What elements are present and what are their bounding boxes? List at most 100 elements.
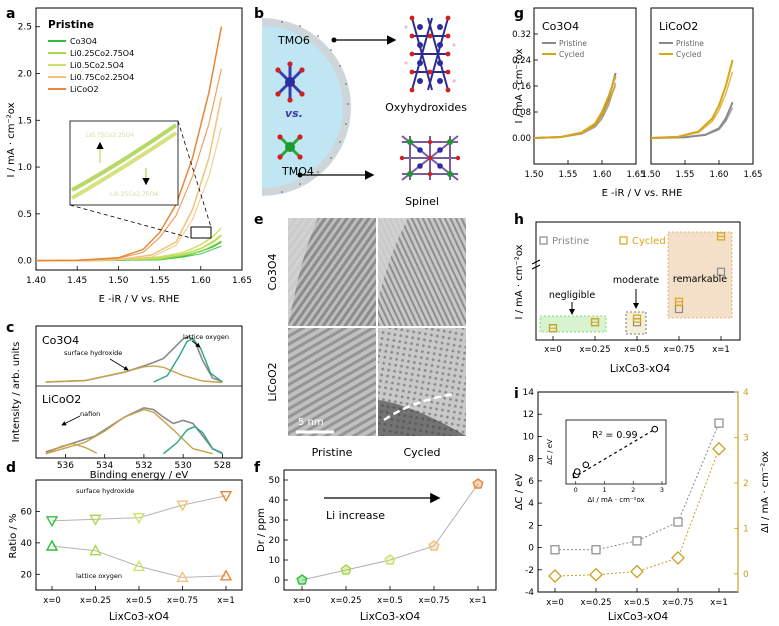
panel-d-xtick-label: x=0 [43, 596, 61, 606]
panel-b-tmo6-icon [275, 61, 305, 103]
panel-h-xtick-label: x=0.25 [579, 345, 610, 355]
panel-c-LiCoO2-envelope [45, 406, 223, 454]
panel-d-xtick-label: x=0.25 [80, 596, 111, 606]
panel-b-oxyhydroxide-structure [404, 15, 456, 93]
panel-b-particle-core [262, 26, 343, 188]
panel-c: 536 534 532 530 528 Co3O4 LiCoO2 surface hyd… [11, 325, 243, 481]
panel-d-ticks: 20 40 60 x=0 x=0.25 x=0.5 x=0.75 x=1 [21, 507, 235, 606]
panel-f-frame [283, 469, 497, 591]
panel-i-ytick-left-label: -4 [525, 588, 534, 598]
panel-c-surface-hydroxide: surface hydroxide [64, 349, 122, 357]
panel-g-legend: Pristine Cycled Pristine Cycled [542, 39, 704, 59]
panel-a-xtick-label: 1.50 [108, 276, 128, 286]
panel-g-legend-label: Pristine [559, 39, 587, 48]
panel-f-ytick-label: 30 [269, 516, 281, 526]
panel-a-xtick-label: 1.45 [67, 276, 87, 286]
panel-c-lattice-oxygen-arrow [191, 340, 201, 348]
panel-h-axis-break [531, 259, 541, 270]
panel-g-title-licoo2: LiCoO2 [659, 20, 698, 33]
panel-c-Co3O4-surface-hydroxide [45, 365, 223, 384]
panel-letters: a b c d e f g h i [6, 6, 524, 476]
panel-i-inset-xtick-label: 1 [602, 486, 606, 494]
panel-h-point-Pristine [716, 267, 726, 276]
panel-i-ytick-right-label: 4 [743, 388, 749, 398]
panel-g-ytick-label: 0.08 [512, 108, 531, 118]
panel-a-legend: Co3O4 Li0.25Co2.75O4 Li0.5Co2.5O4 Li0.75Co2… [48, 37, 134, 94]
panel-d-xtick-label: x=0.75 [167, 596, 198, 606]
panel-i-xtick-label: x=0.25 [580, 598, 611, 608]
panel-i-inset: 0 1 2 3 [572, 425, 664, 494]
panel-a-frame [35, 7, 243, 271]
panel-i-xtick-label: x=0.5 [624, 598, 650, 608]
panel-d-point [89, 514, 102, 526]
panel-f-lines [296, 478, 484, 585]
panel-i-ylabel-left: ΔC / eV [514, 474, 525, 511]
panel-g-ytick-label: 0.00 [512, 134, 531, 144]
panel-c-surface-hydroxide-arrow [109, 358, 129, 371]
panel-f-ytick-label: 50 [269, 476, 281, 486]
panel-letter-g: g [514, 6, 524, 22]
panel-letter-h: h [514, 212, 524, 228]
panel-a-ytick-label: 2.5 [18, 23, 32, 33]
panel-h-legend-label: Pristine [552, 236, 589, 247]
panel-c-LiCoO2-surface-hydroxide [45, 408, 213, 455]
panel-a-series-return-4 [36, 68, 222, 262]
panel-e-amorphous-boundary [383, 392, 455, 422]
panel-b-vs-label: vs. [285, 107, 303, 120]
panel-a-xtick-label: 1.60 [191, 276, 211, 286]
panel-g-xtick-label: 1.65 [744, 170, 763, 180]
panel-d-ytick-label: 20 [21, 570, 33, 580]
panel-g-xtick-label: 1.55 [676, 170, 695, 180]
panel-g-xlabel: E -iR / V vs. RHE [602, 188, 683, 199]
panel-i-ytick-left-label: 12 [523, 410, 534, 420]
panel-g-ytick-label: 0.32 [512, 30, 531, 40]
panel-d-ytick-label: 60 [21, 507, 33, 517]
panel-h-xtick-label: x=0.75 [663, 345, 694, 355]
panel-f-xtick-label: x=1 [469, 596, 487, 606]
panel-a-inset-label-2: Li0.25Co2.75O4 [110, 191, 158, 198]
panel-h-remarkable: remarkable [673, 274, 727, 285]
panel-d-point [132, 513, 146, 525]
panel-d-xlabel: LixCo3-xO4 [109, 611, 170, 623]
panel-letter-b: b [254, 6, 264, 22]
panel-d-point [132, 559, 146, 572]
panel-d-point [219, 569, 233, 581]
panel-i-inset-xtick-label: 3 [660, 486, 664, 494]
panel-a-xtick-label: 1.65 [232, 276, 252, 286]
panel-g-Co3O4-Cycled-return [533, 85, 617, 139]
panel-i-point-dc [673, 517, 683, 527]
panel-a-xtick-label: 1.55 [150, 276, 170, 286]
panel-d-lines [45, 491, 233, 583]
panel-g-LiCoO2-Pristine-return [650, 107, 734, 139]
panel-c-ylabel: Intensity / arb. units [11, 342, 22, 443]
panel-c-LiCoO2-lattice-oxygen [163, 425, 223, 455]
panel-i-point-dc [591, 545, 601, 555]
panel-f-ytick-label: 40 [269, 496, 281, 506]
panel-c-label-licoo2: LiCoO2 [42, 393, 81, 406]
panel-i-ytick-right-label: 3 [743, 433, 749, 443]
panel-c-xtick-label: 534 [96, 461, 113, 471]
panel-g-ytick-label: 0.16 [512, 82, 531, 92]
panel-h-legend: Pristine Cycled [539, 236, 666, 247]
panel-d-frame [35, 479, 243, 591]
panel-b-spinel-structure [399, 135, 461, 181]
panel-d-point [219, 491, 233, 503]
panel-c-xtick-label: 530 [175, 461, 192, 471]
panel-g-legend-label: Cycled [559, 50, 584, 59]
panel-b-oxyhydroxides-label: Oxyhydroxides [385, 101, 467, 114]
panel-i-inset-r2: R² = 0.99 [592, 430, 638, 441]
panel-f-point [428, 540, 440, 551]
panel-f-point [296, 574, 308, 585]
panel-g-frame-right [650, 7, 754, 165]
panel-c-frame [35, 325, 243, 459]
panel-c-label-co3o4: Co3O4 [42, 334, 79, 347]
panel-i-inset-point [573, 468, 581, 475]
panel-letter-a: a [6, 6, 15, 22]
panel-i-ytick-left-label: 0 [528, 544, 534, 554]
panel-i-xtick-label: x=0.75 [662, 598, 693, 608]
panel-b-shell-dots [281, 21, 349, 193]
panel-f-point [472, 478, 484, 489]
panel-e-col-cycled: Cycled [403, 446, 440, 459]
panel-i-lines [548, 418, 726, 584]
